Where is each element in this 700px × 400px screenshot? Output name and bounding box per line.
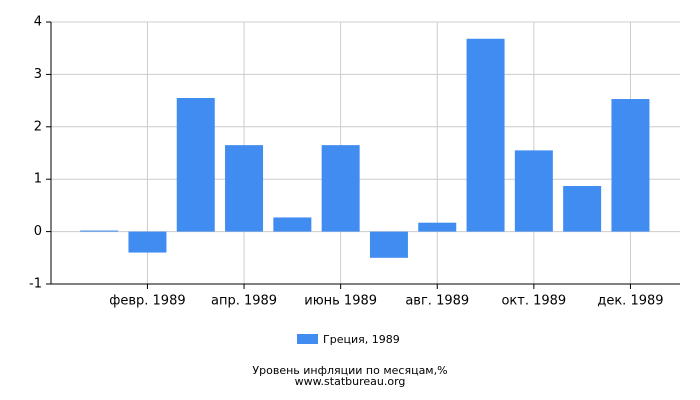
legend-swatch [297, 334, 318, 344]
legend-label: Греция, 1989 [323, 333, 400, 346]
bar [128, 231, 167, 253]
bar [563, 186, 602, 232]
x-tick-label: апр. 1989 [211, 294, 277, 309]
chart-subtitle: www.statbureau.org [295, 375, 406, 388]
chart-title: Уровень инфляции по месяцам,% [252, 364, 447, 377]
bar [466, 38, 505, 232]
y-tick-label: 4 [34, 15, 42, 30]
y-tick-label: 2 [34, 119, 42, 134]
bar [321, 145, 360, 232]
y-tick-label: 3 [34, 67, 42, 82]
y-tick-label: 0 [34, 224, 42, 239]
bar [418, 222, 457, 232]
x-tick-label: авг. 1989 [405, 294, 469, 309]
bar [273, 217, 312, 232]
x-tick-label: февр. 1989 [109, 294, 185, 309]
y-tick-label: -1 [29, 277, 42, 292]
bar [369, 231, 408, 258]
x-tick-label: июнь 1989 [304, 294, 377, 309]
bar [80, 230, 119, 232]
bar [514, 150, 553, 232]
x-tick-label: окт. 1989 [501, 294, 566, 309]
bar [225, 145, 264, 232]
bar [611, 99, 650, 232]
x-tick-label: дек. 1989 [597, 294, 663, 309]
y-tick-label: 1 [34, 172, 42, 187]
bar [176, 97, 215, 232]
